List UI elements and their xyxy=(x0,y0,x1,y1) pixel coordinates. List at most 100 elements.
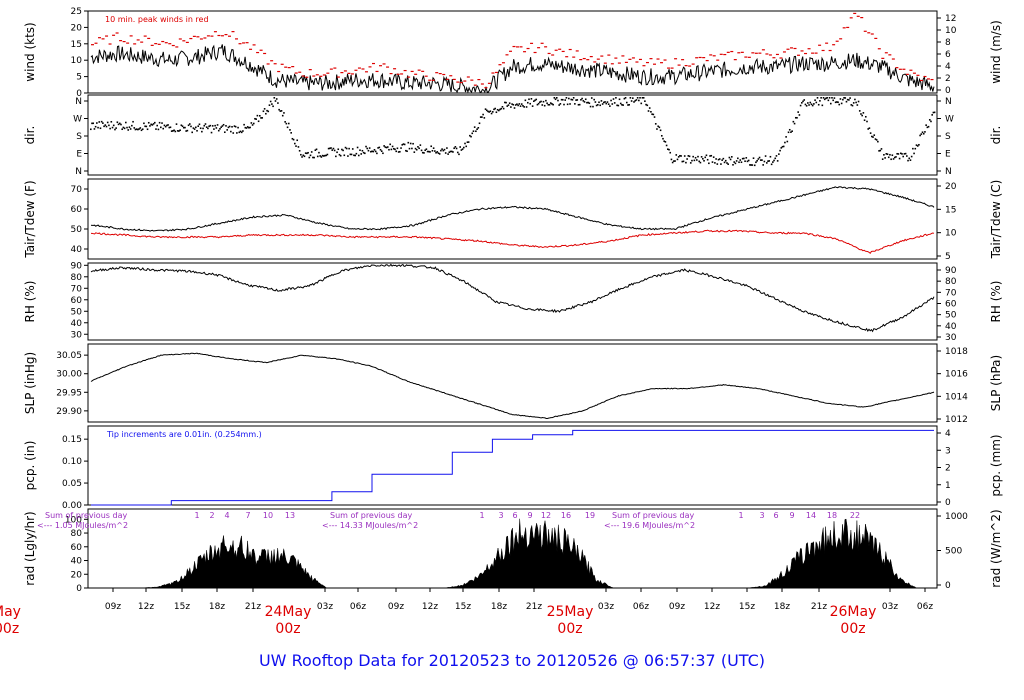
direction-point xyxy=(450,150,453,153)
direction-point xyxy=(312,156,314,159)
direction-point xyxy=(588,102,591,105)
day-note-title: Sum of previous day xyxy=(612,511,694,520)
direction-point xyxy=(268,104,271,106)
direction-point xyxy=(568,97,570,100)
direction-point xyxy=(443,148,446,151)
direction-point xyxy=(391,145,394,148)
direction-point xyxy=(286,126,289,129)
direction-point xyxy=(645,103,647,106)
direction-point xyxy=(408,147,411,150)
direction-point xyxy=(315,148,318,151)
direction-point xyxy=(524,99,527,102)
ylabel-left-wind: wind (kts) xyxy=(23,22,37,81)
direction-point xyxy=(128,126,131,128)
direction-point xyxy=(413,151,416,153)
direction-point xyxy=(356,146,359,149)
direction-point xyxy=(891,154,894,157)
direction-point xyxy=(685,161,687,164)
day-label: May xyxy=(0,604,21,620)
direction-point xyxy=(642,97,645,99)
direction-point xyxy=(423,152,425,154)
direction-point xyxy=(617,104,620,107)
direction-point xyxy=(376,152,378,155)
direction-point xyxy=(354,154,356,157)
direction-point xyxy=(516,103,518,106)
direction-point xyxy=(470,135,472,138)
x-tick-label: 06z xyxy=(917,602,933,612)
direction-point xyxy=(857,100,860,103)
direction-point xyxy=(873,134,876,136)
direction-point xyxy=(813,103,815,105)
direction-point xyxy=(793,122,796,125)
direction-point xyxy=(749,164,751,166)
direction-point xyxy=(131,124,133,127)
left-tick-label-rad: 60 xyxy=(71,543,83,553)
direction-point xyxy=(348,147,350,150)
direction-point xyxy=(899,152,902,155)
direction-point xyxy=(260,117,262,119)
direction-point xyxy=(167,124,169,126)
direction-point xyxy=(843,97,845,99)
direction-point xyxy=(792,120,795,123)
direction-point xyxy=(886,153,889,155)
direction-point xyxy=(453,147,455,150)
direction-point xyxy=(440,149,442,152)
direction-point xyxy=(706,158,709,161)
direction-point xyxy=(895,156,897,158)
day-note-hour: 1 xyxy=(194,511,199,520)
direction-point xyxy=(633,101,635,103)
direction-point xyxy=(485,109,488,112)
direction-point xyxy=(533,100,535,103)
direction-point xyxy=(796,117,798,119)
x-tick-label: 15z xyxy=(455,602,471,612)
direction-point xyxy=(213,128,215,130)
direction-point xyxy=(115,127,117,129)
direction-point xyxy=(265,112,267,115)
direction-point xyxy=(197,125,200,127)
direction-point xyxy=(559,103,562,105)
direction-point xyxy=(644,100,646,102)
ylabel-left-rh: RH (%) xyxy=(23,281,37,323)
direction-point xyxy=(255,118,257,120)
direction-point xyxy=(359,149,361,152)
direction-point xyxy=(402,143,405,145)
direction-point xyxy=(572,97,575,99)
direction-point xyxy=(353,154,355,157)
direction-point xyxy=(752,157,755,159)
direction-point xyxy=(928,119,931,121)
left-tick-label-dir: N xyxy=(75,97,82,107)
direction-point xyxy=(145,125,148,128)
day-note-hour: 22 xyxy=(850,511,860,520)
direction-point xyxy=(930,120,932,123)
direction-point xyxy=(695,159,698,161)
direction-point xyxy=(586,101,588,104)
direction-point xyxy=(108,124,110,127)
direction-point xyxy=(135,128,138,130)
direction-point xyxy=(146,128,149,131)
x-tick-label: 18z xyxy=(491,602,507,612)
direction-point xyxy=(540,100,542,103)
direction-point xyxy=(336,151,338,154)
direction-point xyxy=(728,156,731,159)
direction-point xyxy=(362,151,365,154)
direction-point xyxy=(96,122,98,124)
direction-point xyxy=(222,123,225,126)
direction-point xyxy=(479,116,482,118)
direction-point xyxy=(790,131,792,133)
direction-point xyxy=(652,113,655,116)
direction-point xyxy=(267,110,270,113)
direction-point xyxy=(804,103,807,106)
direction-point xyxy=(368,147,371,149)
direction-point xyxy=(704,156,707,159)
direction-point xyxy=(140,129,143,132)
direction-point xyxy=(686,158,688,160)
direction-point xyxy=(855,101,857,104)
direction-point xyxy=(397,151,400,153)
direction-point xyxy=(191,131,193,134)
direction-point xyxy=(809,101,812,104)
direction-point xyxy=(455,147,458,150)
direction-point xyxy=(230,130,232,133)
direction-point xyxy=(913,152,915,155)
direction-point xyxy=(259,115,261,117)
direction-point xyxy=(869,132,872,134)
